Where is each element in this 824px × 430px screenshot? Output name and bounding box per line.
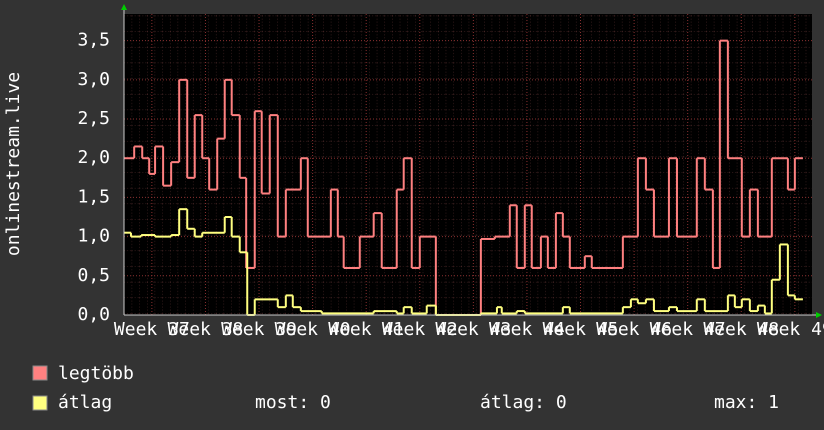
y-tick-label: 0,0 (77, 304, 110, 325)
x-tick-label: Week 45 (543, 319, 619, 340)
axis-arrow (121, 4, 127, 10)
legend-label: átlag (58, 392, 112, 413)
x-tick-label: Week 41 (328, 319, 404, 340)
x-tick-label: Week 42 (382, 319, 458, 340)
legend-swatch (32, 395, 48, 411)
x-tick-label: Week 40 (275, 319, 351, 340)
x-tick-label: Week 44 (489, 319, 565, 340)
axis-arrow (816, 312, 822, 318)
x-tick-label: Week 38 (168, 319, 244, 340)
x-tick-label: Week 39 (221, 319, 297, 340)
y-tick-label: 1,5 (77, 186, 110, 207)
legend-label: legtöbb (58, 363, 134, 384)
stat-text: max: 1 (714, 392, 779, 413)
y-tick-label: 3,5 (77, 30, 110, 51)
x-tick-label: Week 47 (650, 319, 726, 340)
x-tick-label: Week 37 (114, 319, 190, 340)
stat-text: most: 0 (255, 392, 331, 413)
y-tick-label: 3,0 (77, 69, 110, 90)
y-tick-label: 0,5 (77, 265, 110, 286)
legend-swatch (32, 365, 48, 381)
y-tick-label: 2,5 (77, 108, 110, 129)
minor-grid (124, 14, 812, 315)
x-tick-label: Week 49 (757, 319, 824, 340)
stat-text: átlag: 0 (480, 392, 567, 413)
x-tick-label: Week 46 (596, 319, 672, 340)
y-tick-label: 1,0 (77, 226, 110, 247)
y-axis-label: onlinestream.live (3, 72, 24, 256)
x-tick-label: Week 48 (703, 319, 779, 340)
y-tick-label: 2,0 (77, 147, 110, 168)
x-tick-label: Week 43 (435, 319, 511, 340)
